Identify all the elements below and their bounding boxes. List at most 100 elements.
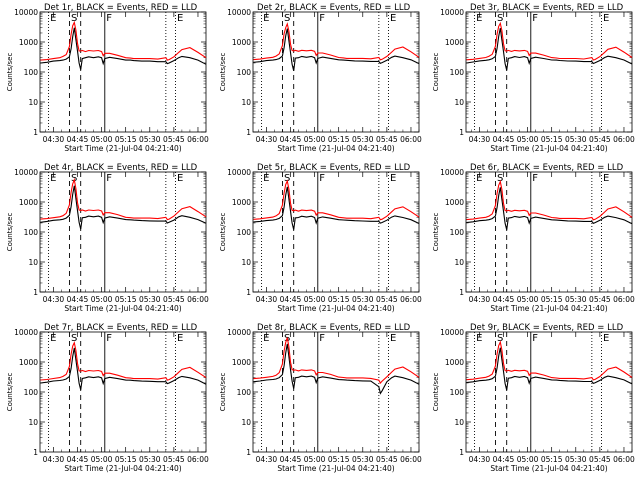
x-tick-label: 04:45 xyxy=(493,455,515,464)
time-marker-label: E xyxy=(50,173,56,184)
y-tick-label: 10 xyxy=(28,418,38,427)
y-tick-label: 1 xyxy=(246,128,251,137)
x-tick-label: 05:45 xyxy=(163,455,185,464)
x-tick-label: 06:00 xyxy=(187,295,209,304)
y-axis-label: Counts/sec xyxy=(432,213,440,252)
x-tick-label: 05:45 xyxy=(376,455,398,464)
panel-title: Det 8r, BLACK = Events, RED = LLD xyxy=(257,323,411,333)
x-tick-label: 05:00 xyxy=(91,295,113,304)
x-tick-label: 04:45 xyxy=(67,135,89,144)
y-axis-label: Counts/sec xyxy=(6,373,14,412)
y-tick-label: 1 xyxy=(459,448,464,457)
time-marker-label: F xyxy=(532,333,538,344)
y-axis-label: Counts/sec xyxy=(219,213,227,252)
y-tick-label: 10000 xyxy=(227,168,251,177)
events-series-line xyxy=(40,347,207,390)
y-tick-label: 1000 xyxy=(19,198,38,207)
time-marker-label: E xyxy=(390,173,396,184)
x-tick-label: 04:30 xyxy=(256,295,278,304)
x-tick-label: 05:45 xyxy=(163,295,185,304)
events-series-line xyxy=(253,343,420,395)
x-tick-label: 06:00 xyxy=(613,455,635,464)
y-tick-label: 1 xyxy=(246,448,251,457)
y-tick-label: 10000 xyxy=(227,8,251,17)
time-marker-label: S xyxy=(497,13,503,24)
x-tick-label: 06:00 xyxy=(613,295,635,304)
x-tick-label: 04:45 xyxy=(493,135,515,144)
x-tick-label: 05:00 xyxy=(517,455,539,464)
y-tick-label: 100 xyxy=(237,228,252,237)
time-marker-label: F xyxy=(106,173,112,184)
y-tick-label: 10000 xyxy=(14,168,38,177)
lld-series-line xyxy=(40,177,207,221)
y-tick-label: 10 xyxy=(241,418,251,427)
x-tick-label: 04:45 xyxy=(493,295,515,304)
events-series-line xyxy=(253,186,420,230)
x-tick-label: 05:15 xyxy=(115,135,137,144)
time-marker-label: S xyxy=(284,173,290,184)
x-tick-label: 05:00 xyxy=(304,135,326,144)
x-axis-label: Start Time (21-Jul-04 04:21:40) xyxy=(277,144,394,153)
y-tick-label: 1000 xyxy=(19,38,38,47)
panel-det-6: Det 6r, BLACK = Events, RED = LLD 1 10 100 1… xyxy=(432,163,635,313)
time-marker-label: S xyxy=(497,173,503,184)
x-tick-label: 05:45 xyxy=(589,135,611,144)
x-tick-label: 05:30 xyxy=(565,455,587,464)
events-series-line xyxy=(40,27,207,70)
y-axis-label: Counts/sec xyxy=(6,53,14,92)
time-marker-label: E xyxy=(603,13,609,24)
time-marker-label: E xyxy=(476,333,482,344)
y-tick-label: 10 xyxy=(454,98,464,107)
y-tick-label: 1000 xyxy=(232,358,251,367)
x-tick-label: 04:45 xyxy=(280,135,302,144)
time-marker-label: S xyxy=(71,333,77,344)
plot-frame xyxy=(465,171,633,293)
x-tick-label: 05:00 xyxy=(517,295,539,304)
plot-frame xyxy=(252,331,420,453)
time-marker-label: S xyxy=(497,333,503,344)
y-tick-label: 1 xyxy=(33,128,38,137)
x-tick-label: 05:30 xyxy=(352,455,374,464)
x-tick-label: 05:45 xyxy=(589,455,611,464)
y-axis-label: Counts/sec xyxy=(432,53,440,92)
events-series-line xyxy=(466,27,633,71)
events-series-line xyxy=(466,187,633,230)
events-series-line xyxy=(466,347,633,391)
y-tick-label: 100 xyxy=(450,388,465,397)
x-tick-label: 06:00 xyxy=(400,455,422,464)
y-tick-label: 1000 xyxy=(445,198,464,207)
y-tick-label: 1000 xyxy=(232,198,251,207)
y-axis-label: Counts/sec xyxy=(432,373,440,412)
y-tick-label: 1 xyxy=(459,128,464,137)
y-tick-label: 100 xyxy=(24,228,39,237)
time-marker-label: E xyxy=(390,13,396,24)
x-tick-label: 05:45 xyxy=(589,295,611,304)
x-tick-label: 05:00 xyxy=(304,295,326,304)
panel-det-2: Det 2r, BLACK = Events, RED = LLD 1 10 100 1… xyxy=(219,3,422,153)
time-marker-label: F xyxy=(106,333,112,344)
x-tick-label: 05:30 xyxy=(352,135,374,144)
y-tick-label: 1 xyxy=(33,448,38,457)
y-tick-label: 1000 xyxy=(445,358,464,367)
x-tick-label: 05:30 xyxy=(139,135,161,144)
y-tick-label: 100 xyxy=(24,388,39,397)
time-marker-label: F xyxy=(106,13,112,24)
time-marker-label: F xyxy=(319,173,325,184)
y-tick-label: 100 xyxy=(237,68,252,77)
lld-series-line xyxy=(40,20,207,61)
x-tick-label: 05:00 xyxy=(91,455,113,464)
lld-series-line xyxy=(253,337,420,384)
x-tick-label: 05:15 xyxy=(541,135,563,144)
panel-title: Det 9r, BLACK = Events, RED = LLD xyxy=(470,323,624,333)
y-axis-label: Counts/sec xyxy=(6,213,14,252)
x-axis-label: Start Time (21-Jul-04 04:21:40) xyxy=(277,464,394,473)
time-marker-label: E xyxy=(263,13,269,24)
x-tick-label: 06:00 xyxy=(187,455,209,464)
x-tick-label: 05:15 xyxy=(328,135,350,144)
time-marker-label: E xyxy=(50,13,56,24)
y-tick-label: 10 xyxy=(454,418,464,427)
y-tick-label: 100 xyxy=(450,228,465,237)
y-tick-label: 1 xyxy=(459,288,464,297)
y-tick-label: 10 xyxy=(241,98,251,107)
